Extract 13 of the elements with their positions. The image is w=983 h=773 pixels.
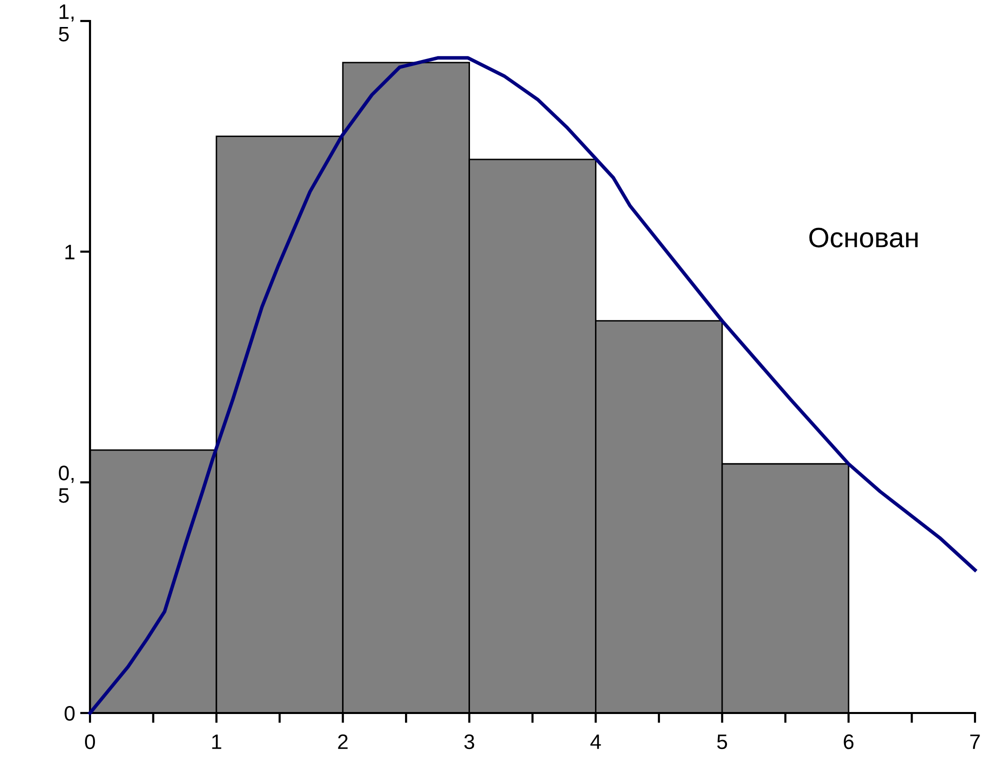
- x-tick-label: 0: [85, 734, 95, 750]
- annotation: Основан: [809, 228, 918, 248]
- x-tick-label: 1: [212, 734, 222, 749]
- x-tick-label: 2: [338, 734, 348, 749]
- y-tick-label: 1, 5: [58, 4, 74, 42]
- y-tick-label: 0: [64, 706, 75, 721]
- x-tick-label: 3: [464, 734, 474, 750]
- x-tick-label: 7: [970, 734, 980, 749]
- x-tick-label: 5: [717, 734, 728, 750]
- y-tick-label: 1: [65, 244, 74, 260]
- x-tick-label: 6: [844, 734, 854, 750]
- x-tick-label: 4: [590, 734, 601, 749]
- y-tick-label: 0, 5: [58, 466, 74, 503]
